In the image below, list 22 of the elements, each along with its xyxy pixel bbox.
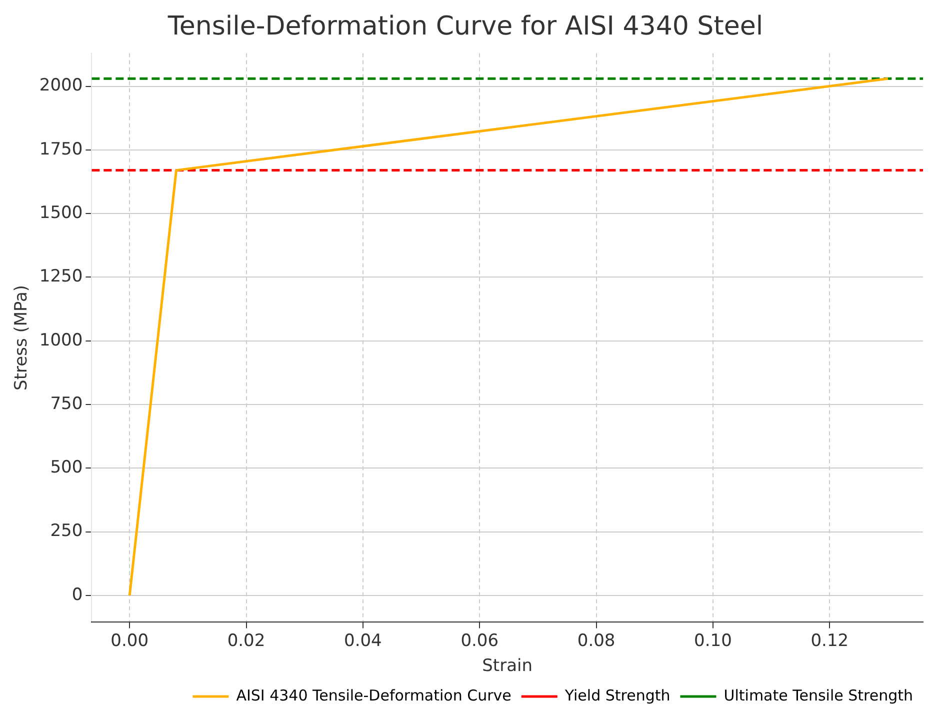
x-tick-label: 0.00 xyxy=(110,630,149,651)
x-tick-label: 0.04 xyxy=(344,630,382,651)
x-axis-title: Strain xyxy=(482,656,533,676)
y-tick-label: 2000 xyxy=(39,76,83,96)
y-axis-title: Stress (MPa) xyxy=(12,284,32,390)
legend-label: Yield Strength xyxy=(564,686,670,704)
x-tick-label: 0.10 xyxy=(694,630,732,651)
y-tick-label: 1000 xyxy=(39,330,83,350)
y-tick-label: 1250 xyxy=(39,266,83,287)
chart-title: Tensile-Deformation Curve for AISI 4340 Steel xyxy=(166,11,764,42)
x-tick-label: 0.12 xyxy=(810,630,849,651)
y-tick-label: 750 xyxy=(50,394,83,414)
y-tick-label: 0 xyxy=(72,584,83,605)
y-tick-label: 1500 xyxy=(39,203,83,224)
legend-label: AISI 4340 Tensile-Deformation Curve xyxy=(236,686,512,704)
y-tick-label: 1750 xyxy=(39,139,83,160)
legend-label: Ultimate Tensile Strength xyxy=(724,686,914,704)
y-tick-label: 250 xyxy=(50,521,83,542)
y-tick-label: 500 xyxy=(50,458,83,478)
x-tick-label: 0.08 xyxy=(577,630,616,651)
x-tick-label: 0.06 xyxy=(460,630,499,651)
x-tick-label: 0.02 xyxy=(227,630,266,651)
